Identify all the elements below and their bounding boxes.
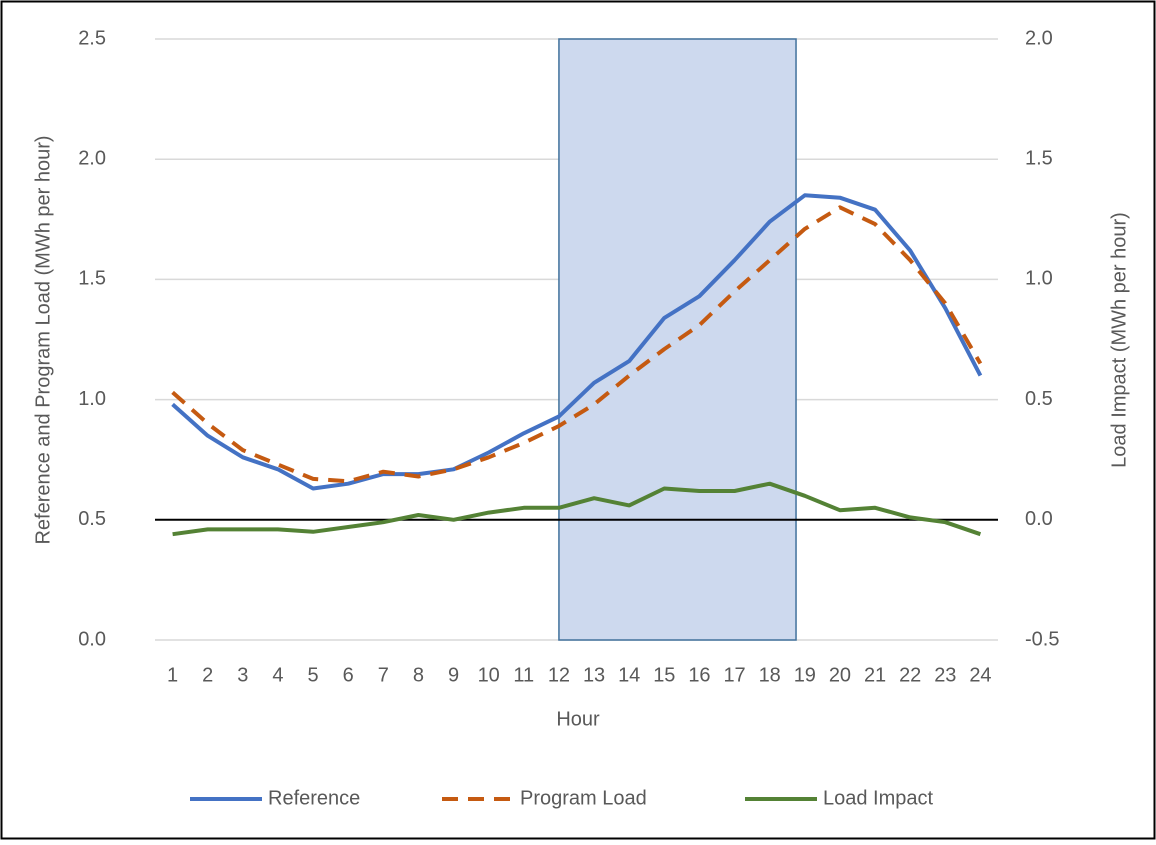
highlight-region (558, 38, 797, 641)
x-tick-label: 17 (723, 664, 745, 686)
x-tick-label: 11 (513, 664, 534, 686)
series-line (172, 481, 982, 537)
y-axis-title: Reference and Program Load (MWh per hour… (32, 135, 54, 544)
x-tick-label: 20 (829, 664, 851, 686)
y2-tick-label: 2.0 (1025, 27, 1053, 49)
x-tick-label: 23 (934, 664, 956, 686)
y-tick-label: 2.5 (78, 27, 106, 49)
x-tick-label: 19 (794, 664, 816, 686)
legend-label: Load Impact (823, 787, 934, 809)
x-tick-label: 9 (448, 664, 459, 686)
x-tick-label: 4 (272, 664, 283, 686)
x-tick-label: 8 (413, 664, 424, 686)
x-tick-label: 6 (343, 664, 354, 686)
y2-axis-title: Load Impact (MWh per hour) (1108, 212, 1130, 468)
y-tick-label: 1.5 (78, 268, 106, 290)
x-axis-title: Hour (556, 708, 600, 730)
x-tick-label: 1 (167, 664, 178, 686)
x-tick-label: 18 (759, 664, 781, 686)
legend-label: Program Load (520, 787, 647, 809)
x-tick-label: 2 (202, 664, 213, 686)
x-tick-label: 22 (899, 664, 921, 686)
y2-tick-label: -0.5 (1025, 628, 1059, 650)
x-tick-label: 24 (969, 664, 991, 686)
x-tick-label: 12 (548, 664, 570, 686)
series-line (171, 205, 983, 484)
y2-tick-label: 1.0 (1025, 268, 1053, 290)
y-tick-label: 1.0 (78, 388, 106, 410)
x-tick-label: 3 (237, 664, 248, 686)
x-tick-label: 10 (478, 664, 500, 686)
x-tick-label: 14 (618, 664, 640, 686)
x-tick-label: 15 (653, 664, 675, 686)
x-tick-label: 21 (864, 664, 886, 686)
y2-tick-label: 1.5 (1025, 147, 1053, 169)
x-tick-label: 13 (583, 664, 605, 686)
y-tick-label: 2.0 (78, 147, 106, 169)
y-tick-label: 0.0 (78, 628, 106, 650)
y2-tick-label: 0.5 (1025, 388, 1053, 410)
y-tick-label: 0.5 (78, 508, 106, 530)
series-line (171, 193, 983, 491)
y2-tick-label: 0.0 (1025, 508, 1053, 530)
x-tick-label: 7 (378, 664, 389, 686)
legend-label: Reference (268, 787, 360, 809)
x-tick-label: 5 (308, 664, 319, 686)
x-tick-label: 16 (688, 664, 710, 686)
